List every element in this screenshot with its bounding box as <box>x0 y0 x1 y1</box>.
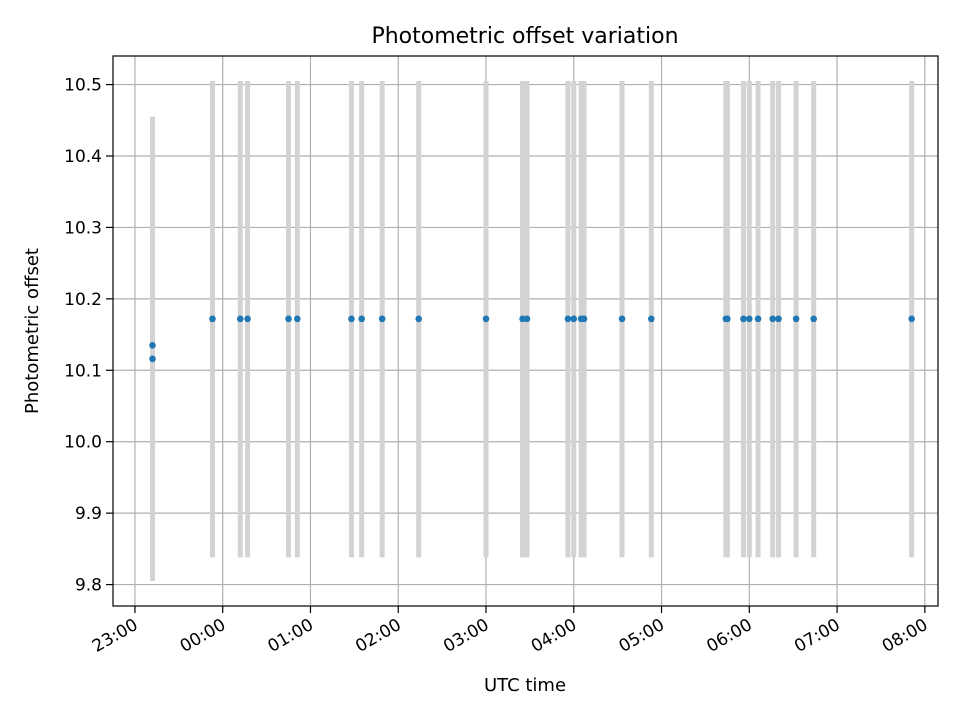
y-axis-label: Photometric offset <box>22 248 43 414</box>
y-tick-label: 10.1 <box>64 361 102 381</box>
data-point <box>570 315 578 323</box>
data-point <box>754 315 762 323</box>
plot-frame <box>112 55 939 607</box>
data-point <box>724 315 731 323</box>
data-point <box>740 315 747 323</box>
data-point <box>244 315 251 323</box>
data-point <box>580 315 588 323</box>
y-tick-label: 10.0 <box>64 433 102 453</box>
data-point <box>415 315 423 323</box>
y-tick-label: 10.5 <box>64 76 102 96</box>
data-point <box>769 315 777 323</box>
data-point <box>775 315 782 323</box>
data-point <box>209 315 216 323</box>
data-point <box>294 315 301 323</box>
data-point <box>236 315 244 323</box>
data-point <box>564 315 572 323</box>
data-point <box>149 355 156 363</box>
chart-title: Photometric offset variation <box>371 24 678 49</box>
data-point <box>358 315 365 323</box>
data-point <box>792 315 800 323</box>
data-point <box>523 315 531 323</box>
data-point <box>908 315 915 323</box>
data-point <box>348 315 355 323</box>
y-tick-label: 10.2 <box>64 290 102 310</box>
data-point <box>149 341 156 349</box>
data-point <box>285 315 292 323</box>
x-axis-label: UTC time <box>484 675 566 696</box>
data-point <box>746 315 753 323</box>
y-tick-label: 10.4 <box>64 147 102 167</box>
data-point <box>810 315 817 323</box>
data-point <box>482 315 490 323</box>
y-tick-label: 10.3 <box>64 218 102 238</box>
y-tick-label: 9.8 <box>75 576 102 596</box>
y-tick-label: 9.9 <box>75 504 102 524</box>
data-point <box>647 315 655 323</box>
data-point <box>378 315 386 323</box>
data-points <box>149 315 915 363</box>
y-axis: 9.8 9.9 10.0 10.1 10.2 10.3 10.4 10.5 <box>64 76 113 596</box>
data-point <box>618 315 626 323</box>
